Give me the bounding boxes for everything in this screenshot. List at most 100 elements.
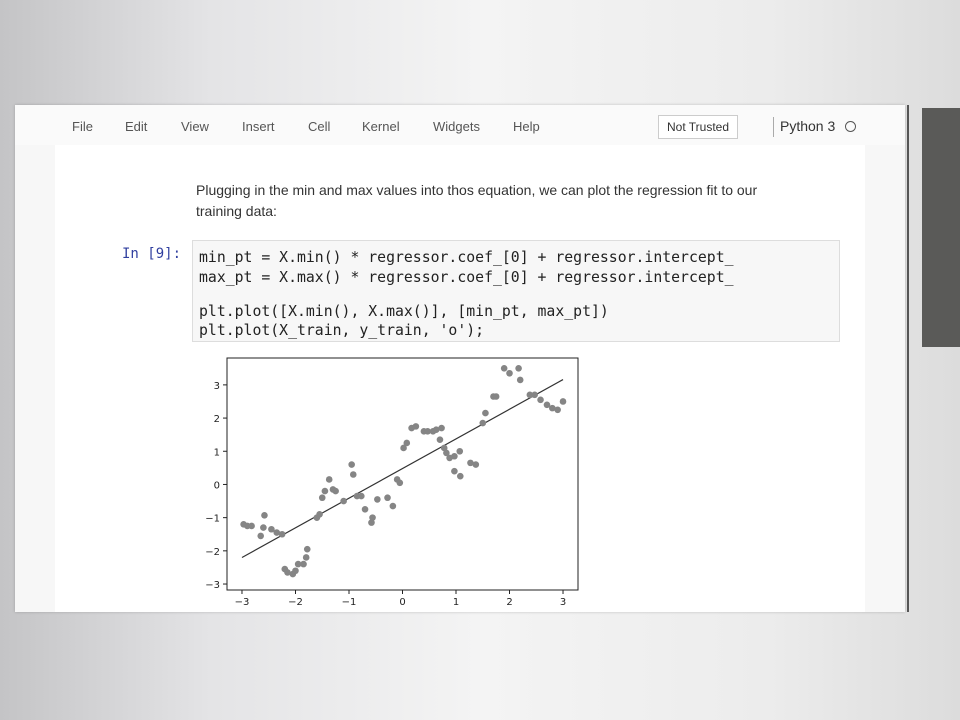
data-point xyxy=(273,529,281,536)
x-tick-label: 0 xyxy=(399,597,405,608)
notebook-window: Not Trusted Python 3 File Edit View Insert C… xyxy=(15,105,905,612)
fit-line xyxy=(241,379,564,558)
data-point xyxy=(389,502,397,510)
data-point xyxy=(257,532,265,540)
menu-item[interactable]: Insert xyxy=(242,119,275,134)
data-point xyxy=(369,514,376,521)
menu-item[interactable]: Help xyxy=(513,119,540,134)
kernel-indicator xyxy=(845,121,856,132)
input-prompt: In [9]: xyxy=(122,246,182,262)
menu-bar: Not Trusted Python 3 File Edit View Insert C… xyxy=(15,105,905,145)
kernel-name: Python 3 xyxy=(780,118,836,134)
menu-item[interactable]: Kernel xyxy=(362,119,400,134)
code-line: max_pt = X.max() * regressor.coef_[0] + … xyxy=(199,269,734,286)
data-point xyxy=(400,444,407,452)
data-point xyxy=(302,554,310,561)
data-point xyxy=(361,506,369,513)
data-point xyxy=(506,369,513,377)
y-tick-label: −3 xyxy=(205,580,220,591)
x-tick-label: −2 xyxy=(288,597,303,608)
y-tick-label: 1 xyxy=(214,447,220,458)
data-point xyxy=(482,409,489,417)
plot-frame xyxy=(226,357,579,591)
data-point xyxy=(284,569,291,576)
data-point xyxy=(316,511,323,518)
data-point xyxy=(440,444,448,452)
data-point xyxy=(358,492,365,500)
menu-item[interactable]: Edit xyxy=(125,119,148,134)
code-line: min_pt = X.min() * regressor.coef_[0] + … xyxy=(199,249,734,266)
chart: −3 −2 −1 0 1 2 3 −3 −2 −1 0 1 2 3 xyxy=(205,357,579,608)
y-tick-label: 0 xyxy=(214,480,220,491)
data-point xyxy=(516,376,524,384)
side-panel xyxy=(922,108,960,347)
data-point xyxy=(543,401,551,409)
data-point xyxy=(479,419,487,427)
data-point xyxy=(412,423,420,430)
menu-item[interactable]: File xyxy=(72,119,93,134)
data-point xyxy=(472,461,480,468)
data-point xyxy=(559,398,567,405)
menu-item[interactable]: Widgets xyxy=(433,119,480,134)
data-point xyxy=(451,452,458,460)
menu-item[interactable]: Cell xyxy=(308,119,331,134)
code-line: plt.plot(X_train, y_train, 'o'); xyxy=(199,322,485,339)
data-point xyxy=(384,494,391,502)
data-point xyxy=(368,519,375,526)
data-point xyxy=(294,560,302,568)
data-point xyxy=(332,487,339,495)
window-edge xyxy=(907,105,909,612)
data-point xyxy=(443,449,450,457)
data-point xyxy=(261,512,268,519)
data-point xyxy=(292,567,299,575)
data-point xyxy=(537,396,544,404)
data-point xyxy=(325,476,333,483)
x-tick-label: 2 xyxy=(506,597,512,608)
data-point xyxy=(467,459,474,467)
data-point xyxy=(500,364,508,372)
x-tick-label: 3 xyxy=(560,597,566,608)
data-point xyxy=(396,479,404,487)
separator xyxy=(773,117,774,137)
x-tick-label: −3 xyxy=(235,597,250,608)
markdown-text: Plugging in the min and max values into … xyxy=(196,182,758,198)
data-point xyxy=(456,472,464,480)
data-point xyxy=(348,461,355,468)
y-tick-label: −1 xyxy=(205,514,220,525)
data-point xyxy=(554,406,561,414)
menu-item[interactable]: View xyxy=(181,119,209,134)
data-point xyxy=(278,530,286,538)
data-point xyxy=(436,436,444,443)
y-tick-label: 2 xyxy=(214,414,220,425)
code-line: plt.plot([X.min(), X.max()], [min_pt, ma… xyxy=(199,303,609,320)
data-point xyxy=(456,447,464,455)
data-point xyxy=(374,496,381,503)
data-point xyxy=(403,439,411,447)
data-point xyxy=(248,522,255,530)
data-point xyxy=(300,560,307,568)
data-point xyxy=(451,467,458,475)
data-point xyxy=(260,524,267,531)
data-point xyxy=(340,497,347,505)
data-point xyxy=(438,424,445,432)
trust-button[interactable]: Not Trusted xyxy=(658,115,738,139)
data-point xyxy=(268,525,275,533)
markdown-text: training data: xyxy=(196,203,277,219)
data-point xyxy=(303,545,311,553)
data-point xyxy=(526,391,534,399)
x-tick-label: 1 xyxy=(453,597,459,608)
code-cell[interactable]: min_pt = X.min() * regressor.coef_[0] + … xyxy=(192,240,840,342)
data-point xyxy=(432,426,440,433)
data-point xyxy=(349,471,357,478)
data-point xyxy=(515,364,522,372)
data-point xyxy=(549,404,556,412)
notebook: In [9]: min_pt = X.min() * regressor.coe… xyxy=(55,145,865,612)
y-tick-label: 3 xyxy=(214,381,220,392)
data-point xyxy=(492,393,500,400)
data-point xyxy=(424,428,431,435)
data-point xyxy=(318,494,326,502)
data-point xyxy=(321,487,329,495)
data-point xyxy=(531,391,538,399)
x-tick-label: −1 xyxy=(342,597,357,608)
